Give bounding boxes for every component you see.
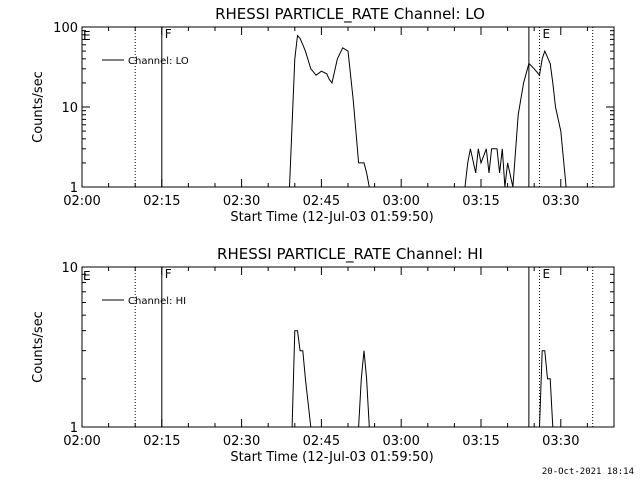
chart-panel-1: RHESSI PARTICLE_RATE Channel: LO Start Ti… bbox=[31, 5, 615, 225]
x-axis-label: Start Time (12-Jul-03 01:59:50) bbox=[230, 450, 433, 465]
y-tick-label: 10 bbox=[61, 261, 78, 276]
x-tick-label: 02:00 bbox=[63, 434, 100, 449]
y-tick-label: 100 bbox=[53, 21, 78, 36]
x-tick-label: 02:15 bbox=[143, 434, 180, 449]
event-marker-label: F bbox=[165, 267, 172, 281]
y-tick-label: 1 bbox=[70, 181, 78, 196]
series-line-2 bbox=[464, 49, 567, 188]
event-marker-label: E bbox=[543, 267, 551, 281]
x-tick-label: 03:15 bbox=[462, 434, 499, 449]
x-tick-label: 03:00 bbox=[382, 434, 419, 449]
x-tick-label: 03:00 bbox=[382, 194, 419, 209]
x-tick-label: 03:30 bbox=[542, 194, 579, 209]
edge-marker-label: E bbox=[83, 269, 91, 283]
event-marker-label: F bbox=[165, 27, 172, 41]
edge-marker-label: E bbox=[83, 29, 91, 43]
chart-title: RHESSI PARTICLE_RATE Channel: HI bbox=[217, 245, 483, 264]
series-line-1 bbox=[289, 34, 370, 188]
x-tick-label: 02:45 bbox=[303, 434, 340, 449]
y-axis-label: Counts/sec bbox=[31, 311, 46, 383]
series-line-2 bbox=[358, 350, 370, 428]
x-tick-label: 02:45 bbox=[303, 194, 340, 209]
x-tick-label: 03:30 bbox=[542, 434, 579, 449]
y-axis-label: Counts/sec bbox=[31, 71, 46, 143]
x-tick-label: 03:15 bbox=[462, 194, 499, 209]
x-tick-label: 02:15 bbox=[143, 194, 180, 209]
event-marker-label: E bbox=[543, 27, 551, 41]
x-tick-label: 02:00 bbox=[63, 194, 100, 209]
x-tick-label: 02:30 bbox=[223, 194, 260, 209]
chart-panel-2: RHESSI PARTICLE_RATE Channel: HI Start Ti… bbox=[31, 245, 615, 465]
series-line-1 bbox=[291, 330, 312, 428]
series-line-3 bbox=[539, 350, 554, 428]
legend-label: Channel: LO bbox=[128, 56, 189, 67]
y-tick-label: 1 bbox=[70, 421, 78, 436]
footer-timestamp: 20-Oct-2021 18:14 bbox=[541, 467, 634, 477]
x-tick-label: 02:30 bbox=[223, 434, 260, 449]
chart-title: RHESSI PARTICLE_RATE Channel: LO bbox=[215, 5, 485, 24]
y-tick-label: 10 bbox=[61, 101, 78, 116]
legend-label: Channel: HI bbox=[128, 296, 186, 307]
x-axis-label: Start Time (12-Jul-03 01:59:50) bbox=[230, 210, 433, 225]
